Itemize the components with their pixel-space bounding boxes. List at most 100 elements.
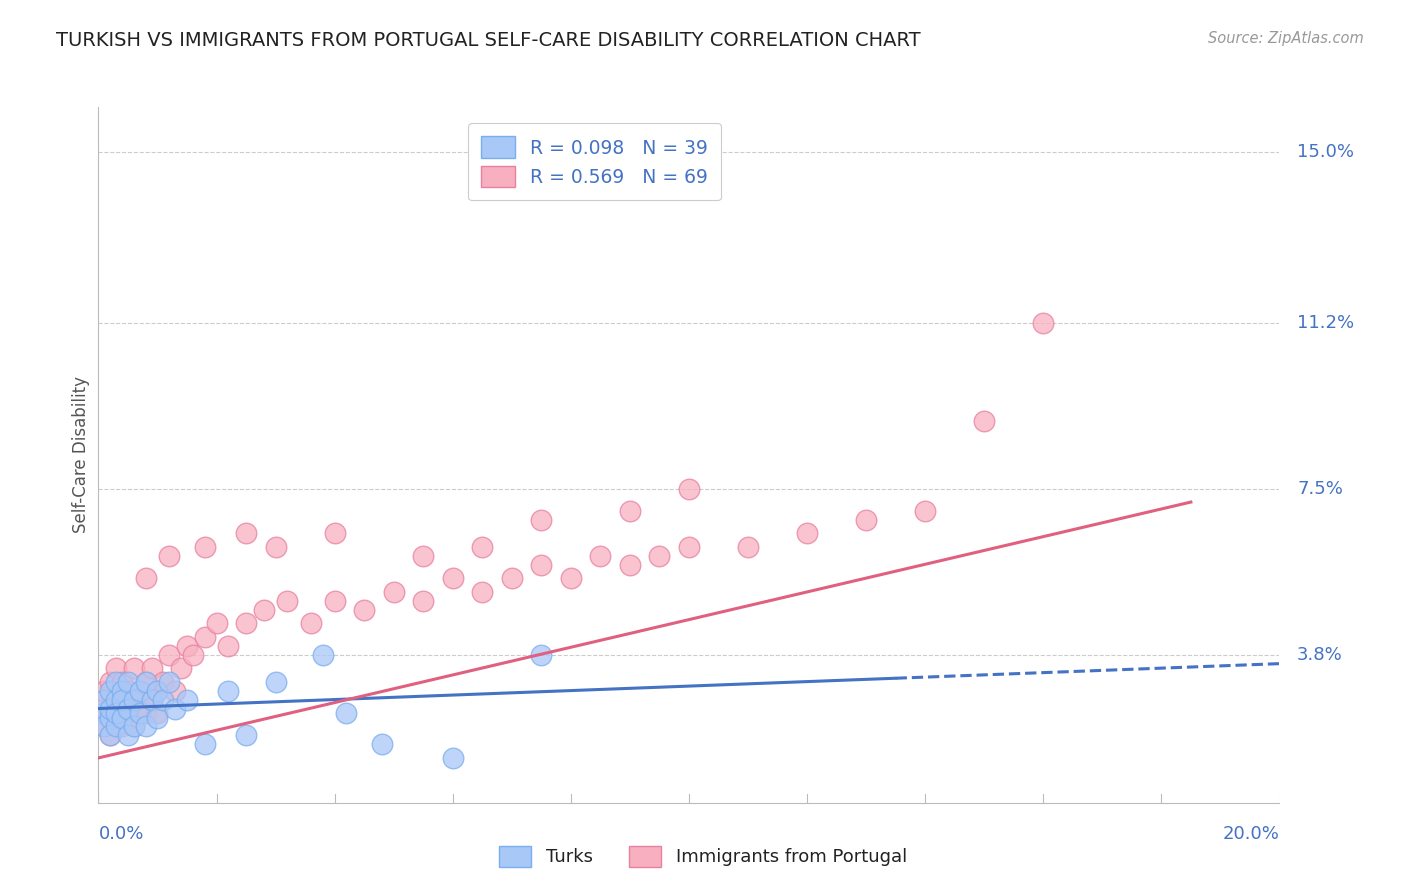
Point [264,540,287,554]
Point [152,692,174,706]
Point [678,482,700,496]
Point [146,706,169,720]
Point [128,683,150,698]
Point [111,710,134,724]
Point [105,719,128,733]
Point [128,701,150,715]
Point [93,719,115,733]
Point [141,661,163,675]
Point [253,603,276,617]
Text: 11.2%: 11.2% [1298,313,1354,332]
Point [146,710,169,724]
Point [501,571,523,585]
Point [235,526,257,541]
Text: 3.8%: 3.8% [1298,646,1343,664]
Point [122,719,145,733]
Point [589,549,612,563]
Y-axis label: Self-Care Disability: Self-Care Disability [72,376,90,533]
Point [128,706,150,720]
Point [105,692,128,706]
Point [530,648,553,662]
Point [141,692,163,706]
Point [530,513,553,527]
Point [412,549,434,563]
Point [98,706,121,720]
Point [93,719,115,733]
Point [105,661,128,675]
Text: 7.5%: 7.5% [1298,480,1343,498]
Point [98,710,121,724]
Point [176,692,198,706]
Point [299,616,322,631]
Point [111,719,134,733]
Point [530,558,553,572]
Point [117,683,139,698]
Point [796,526,818,541]
Text: 15.0%: 15.0% [1298,143,1354,161]
Point [382,584,405,599]
Point [93,701,115,715]
Point [98,729,121,743]
Point [135,571,157,585]
Point [323,526,346,541]
Point [105,710,128,724]
Point [93,706,115,720]
Point [194,540,217,554]
Point [264,674,287,689]
Point [98,674,121,689]
Point [165,701,187,715]
Point [619,558,641,572]
Point [111,701,134,715]
Point [135,674,157,689]
Point [98,683,121,698]
Point [105,692,128,706]
Point [122,719,145,733]
Point [323,594,346,608]
Point [111,674,134,689]
Point [471,584,494,599]
Legend: R = 0.098   N = 39, R = 0.569   N = 69: R = 0.098 N = 39, R = 0.569 N = 69 [468,123,721,201]
Point [737,540,759,554]
Text: 0.0%: 0.0% [98,825,143,843]
Point [471,540,494,554]
Point [105,706,128,720]
Point [619,504,641,518]
Point [181,648,204,662]
Point [217,683,239,698]
Point [176,639,198,653]
Text: 20.0%: 20.0% [1223,825,1279,843]
Point [194,630,217,644]
Point [855,513,877,527]
Point [371,738,394,752]
Point [194,738,217,752]
Text: TURKISH VS IMMIGRANTS FROM PORTUGAL SELF-CARE DISABILITY CORRELATION CHART: TURKISH VS IMMIGRANTS FROM PORTUGAL SELF… [56,31,921,50]
Point [157,674,180,689]
Point [122,661,145,675]
Point [135,719,157,733]
Point [111,692,134,706]
Point [146,683,169,698]
Point [117,692,139,706]
Point [205,616,228,631]
Point [146,683,169,698]
Point [170,661,193,675]
Point [152,674,174,689]
Point [93,692,115,706]
Legend: Turks, Immigrants from Portugal: Turks, Immigrants from Portugal [492,838,914,874]
Point [135,706,157,720]
Point [560,571,582,585]
Point [312,648,335,662]
Point [335,706,357,720]
Point [914,504,936,518]
Point [217,639,239,653]
Point [165,683,187,698]
Point [276,594,298,608]
Point [98,701,121,715]
Point [157,648,180,662]
Point [117,701,139,715]
Point [117,729,139,743]
Point [441,571,464,585]
Point [117,710,139,724]
Point [235,616,257,631]
Point [122,692,145,706]
